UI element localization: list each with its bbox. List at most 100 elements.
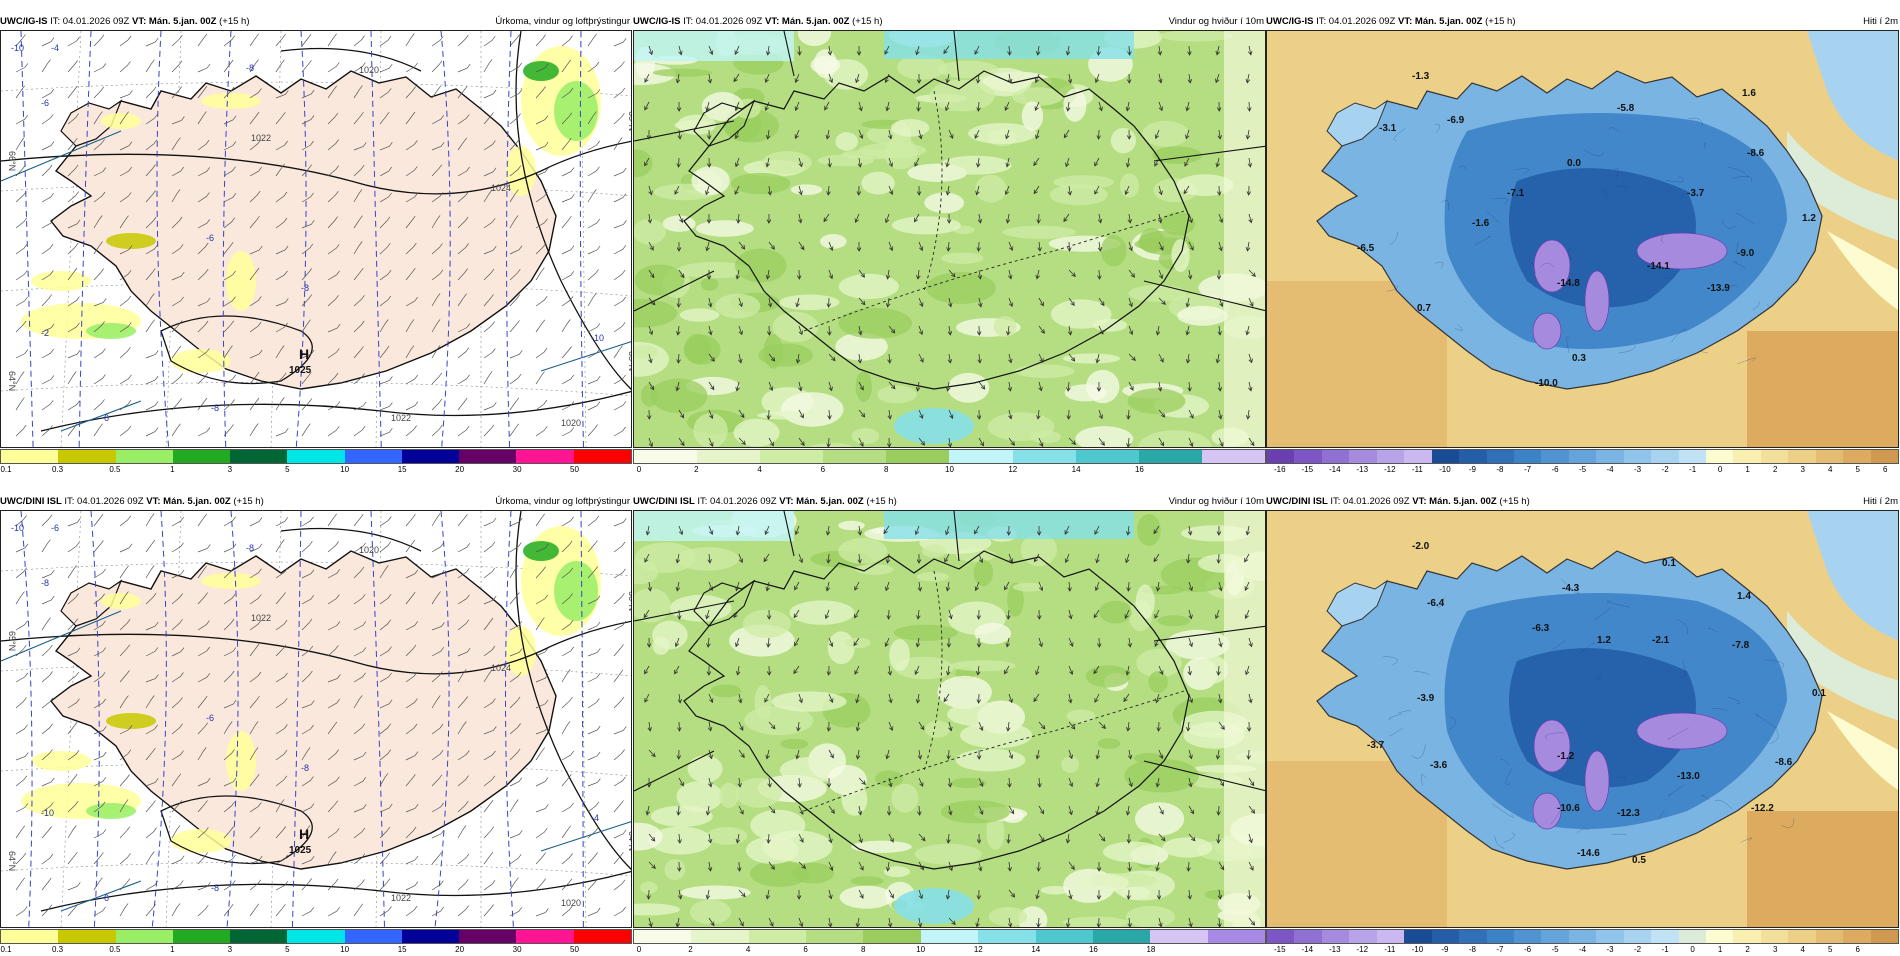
wind-arrow — [1035, 665, 1040, 676]
wind-arrow — [764, 693, 770, 703]
wind-arrow — [1216, 185, 1222, 196]
wind-arrow — [648, 861, 656, 869]
map-canvas[interactable]: H 1025 1020 1022 1024 1022 1020 -6 -8 -8 -8 -6 -10 -4… — [0, 510, 632, 928]
wind-barb — [249, 349, 263, 359]
wind-barb — [379, 646, 392, 657]
wind-barb — [535, 699, 549, 709]
wind-arrow — [1156, 889, 1162, 900]
wind-barb — [327, 190, 339, 203]
wind-arrow — [738, 409, 745, 419]
wind-arrow — [798, 693, 803, 704]
wind-arrow — [707, 553, 712, 564]
wind-barb — [327, 85, 337, 99]
wind-arrow — [766, 665, 772, 676]
wind-barb — [587, 401, 601, 411]
wind-speed-area — [789, 600, 855, 625]
legend-swatch — [697, 450, 761, 463]
wind-barb — [457, 825, 467, 839]
map-canvas[interactable]: -2.0 -6.4 -4.3 0.1 1.4 -6.3 1.2 -2.1 -7.8 -3.9 0.1… — [1266, 510, 1899, 928]
wind-barb — [197, 777, 211, 787]
legend-swatch — [1513, 450, 1542, 463]
wind-barb — [483, 424, 495, 437]
wind-barb — [509, 89, 523, 99]
temperature-value: -14.1 — [1647, 261, 1670, 272]
wind-arrow — [1158, 437, 1165, 447]
map-canvas[interactable] — [633, 30, 1266, 448]
legend-swatch — [1706, 450, 1734, 463]
wind-barb — [171, 619, 183, 631]
wind-barb — [327, 372, 339, 385]
wind-barb — [275, 904, 286, 917]
wind-arrow — [915, 45, 920, 56]
iceland-outline — [683, 550, 1190, 870]
region-border — [923, 570, 943, 772]
temperature-value: -14.6 — [1577, 848, 1600, 859]
wind-arrow — [975, 917, 980, 927]
wind-speed-area — [1157, 615, 1191, 627]
wind-barb — [15, 217, 28, 229]
legend-tick-label: -4 — [1606, 465, 1614, 474]
wind-speed-area — [634, 588, 671, 623]
wind-arrow — [738, 917, 744, 927]
wind-arrow — [1218, 721, 1225, 730]
wind-arrow — [1245, 525, 1251, 536]
wind-arrow — [975, 185, 980, 196]
wind-barb — [145, 216, 157, 229]
wind-arrow — [857, 353, 863, 364]
wind-barb — [67, 423, 78, 437]
legend-swatch — [1201, 450, 1265, 463]
region-border — [803, 210, 1185, 332]
wind-speed-area — [679, 308, 720, 322]
wind-barb — [15, 803, 29, 813]
wind-arrow — [1126, 581, 1131, 592]
wind-barb — [119, 61, 131, 73]
wind-barb — [405, 86, 416, 99]
wind-speed-area — [1160, 211, 1196, 236]
wind-arrow — [977, 213, 983, 224]
wind-arrow — [705, 101, 710, 112]
wind-speed-area — [750, 860, 810, 887]
wind-arrow — [1065, 45, 1071, 56]
latitude-label: 66°N — [7, 151, 17, 171]
wind-barb — [405, 33, 415, 47]
legend-swatch — [691, 930, 749, 943]
wind-barb — [353, 346, 364, 359]
wind-arrow — [1157, 45, 1163, 56]
wind-arrow — [1246, 721, 1252, 732]
wind-barb — [249, 619, 262, 631]
wind-barb — [223, 217, 236, 229]
wind-arrow — [1188, 409, 1194, 419]
strong-wind-area — [634, 511, 794, 541]
legend-swatch — [1870, 930, 1899, 943]
temperature-value: -4.3 — [1562, 583, 1580, 594]
init-time: IT: 04.01.2026 09Z — [683, 16, 763, 27]
wind-barb — [275, 112, 286, 125]
wind-barb — [41, 243, 54, 255]
wind-barb — [145, 350, 159, 359]
wind-arrow — [918, 353, 924, 363]
temp-contour — [1609, 127, 1620, 133]
map-canvas[interactable]: -1.3 -6.9 -3.1 -5.8 1.6 -8.6 0.0 -7.1 -3.7 1.2 -1.… — [1266, 30, 1899, 448]
map-canvas[interactable]: H 1025 1020 1022 1024 1022 1020 -4 -6 -8 -8 -6 -2 -10… — [0, 30, 632, 448]
wind-barb — [613, 220, 627, 229]
wind-barb — [587, 540, 598, 553]
color-legend — [633, 449, 1266, 464]
wind-speed-area — [1124, 758, 1199, 793]
wind-arrow — [1127, 45, 1132, 56]
wind-arrow — [708, 381, 715, 391]
wind-barb — [509, 854, 522, 865]
wind-speed-area — [975, 174, 1007, 203]
temperature-value: -2.0 — [1412, 541, 1430, 552]
temp-isoline-label: -6 — [206, 713, 214, 723]
wind-arrow — [858, 777, 866, 785]
temperature-value: -6.5 — [1357, 243, 1375, 254]
wind-barb — [509, 320, 520, 333]
wind-arrow — [946, 637, 952, 648]
wind-barb — [93, 513, 104, 527]
wind-arrow — [648, 45, 653, 56]
wind-barb — [379, 672, 392, 683]
wind-speed-area — [680, 885, 751, 900]
wind-barb — [15, 752, 29, 761]
wind-arrow — [1068, 721, 1076, 730]
map-canvas[interactable] — [633, 510, 1266, 928]
